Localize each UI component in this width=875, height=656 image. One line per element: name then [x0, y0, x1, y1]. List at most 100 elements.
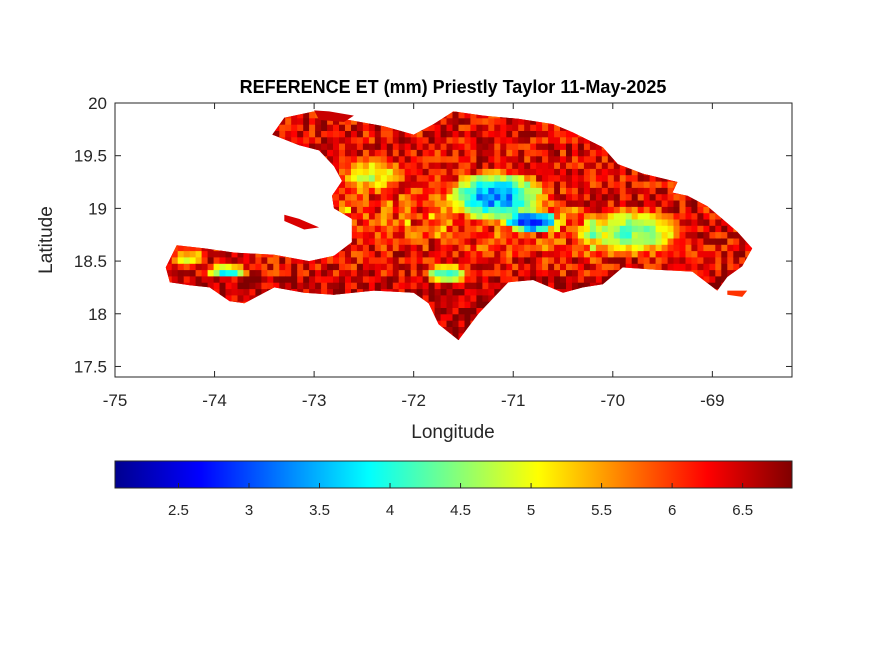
et-cell [422, 193, 430, 201]
et-cell [619, 168, 627, 176]
et-cell [536, 187, 543, 195]
et-cell [464, 162, 472, 169]
et-cell [530, 269, 537, 277]
et-cell [554, 250, 561, 258]
et-cell [697, 244, 704, 252]
et-cell [655, 200, 663, 207]
et-cell [649, 212, 657, 220]
et-cell [697, 250, 704, 258]
et-cell [201, 250, 209, 258]
et-cell [607, 231, 615, 239]
et-cell [177, 250, 185, 258]
et-cell [512, 168, 519, 176]
et-cell [464, 218, 472, 226]
et-cell [452, 250, 460, 258]
et-cell [356, 218, 364, 226]
et-cell [524, 225, 531, 233]
et-cell [374, 162, 382, 169]
et-cell [315, 136, 322, 144]
et-cell [673, 200, 681, 207]
et-cell [339, 206, 346, 214]
et-cell [398, 282, 406, 290]
et-cell [482, 275, 489, 283]
et-cell [452, 117, 460, 125]
et-cell [691, 206, 698, 214]
et-cell [506, 124, 513, 131]
et-cell [566, 130, 573, 138]
et-cell [452, 288, 460, 296]
et-cell [321, 269, 328, 277]
et-cell [625, 244, 633, 252]
et-cell [446, 111, 454, 119]
x-axis: -75 -74 -73 -72 -71 -70 -69 [103, 103, 725, 410]
et-cell [440, 136, 448, 144]
et-cell [273, 256, 280, 264]
et-cell [607, 237, 615, 245]
et-cell [613, 244, 621, 252]
et-cell [667, 237, 675, 245]
et-cell [267, 256, 274, 264]
et-cell [392, 250, 400, 258]
et-cell [368, 244, 376, 252]
et-cell [560, 162, 567, 169]
colorbar: 2.5 3 3.5 4 4.5 5 5.5 6 6.5 [114, 460, 793, 519]
et-cell [327, 117, 334, 125]
et-cell [291, 269, 298, 277]
et-cell [572, 269, 579, 277]
et-cell [530, 174, 537, 182]
et-cell [518, 225, 525, 233]
et-cell [494, 136, 501, 144]
et-cell [542, 181, 549, 188]
et-cell [601, 250, 609, 258]
et-cell [554, 181, 561, 188]
et-cell [428, 288, 436, 296]
et-cell [434, 143, 442, 150]
et-cell [458, 301, 466, 308]
et-cell [392, 149, 400, 157]
et-cell [619, 181, 627, 188]
et-cell [345, 187, 352, 195]
et-cell [589, 244, 597, 252]
et-cell [488, 200, 495, 207]
et-cell [464, 187, 472, 195]
et-cell [476, 244, 483, 252]
et-cell [195, 269, 203, 277]
et-cell [464, 263, 472, 271]
et-cell [637, 244, 645, 252]
et-cell [649, 206, 657, 214]
et-cell [440, 320, 448, 327]
et-cell [506, 244, 513, 252]
et-cell [345, 168, 352, 176]
x-tick-label: -72 [401, 391, 426, 410]
et-cell [356, 212, 364, 220]
et-cell [374, 143, 382, 150]
axes-box [114, 102, 793, 378]
et-cell [368, 275, 376, 283]
et-cell [374, 206, 382, 214]
et-cell [374, 269, 382, 277]
et-cell [506, 218, 513, 226]
et-cell [625, 237, 633, 245]
et-cell [661, 212, 669, 220]
et-cell [548, 124, 555, 131]
et-cell [494, 212, 501, 220]
et-cell [267, 269, 274, 277]
et-cell [201, 263, 209, 271]
et-cell [356, 231, 364, 239]
et-cell [595, 269, 603, 277]
et-cell [380, 155, 388, 163]
et-cell [285, 275, 292, 283]
et-cell [422, 200, 430, 207]
et-cell [542, 155, 549, 163]
et-cell [482, 168, 489, 176]
et-cell [727, 237, 734, 245]
et-cell [500, 130, 507, 138]
et-cell [560, 155, 567, 163]
et-cell [416, 174, 424, 182]
et-cell [601, 206, 609, 214]
et-cell [392, 218, 400, 226]
et-cell [554, 218, 561, 226]
et-cell [410, 212, 418, 220]
et-cell [380, 282, 388, 290]
et-cell [476, 212, 483, 220]
